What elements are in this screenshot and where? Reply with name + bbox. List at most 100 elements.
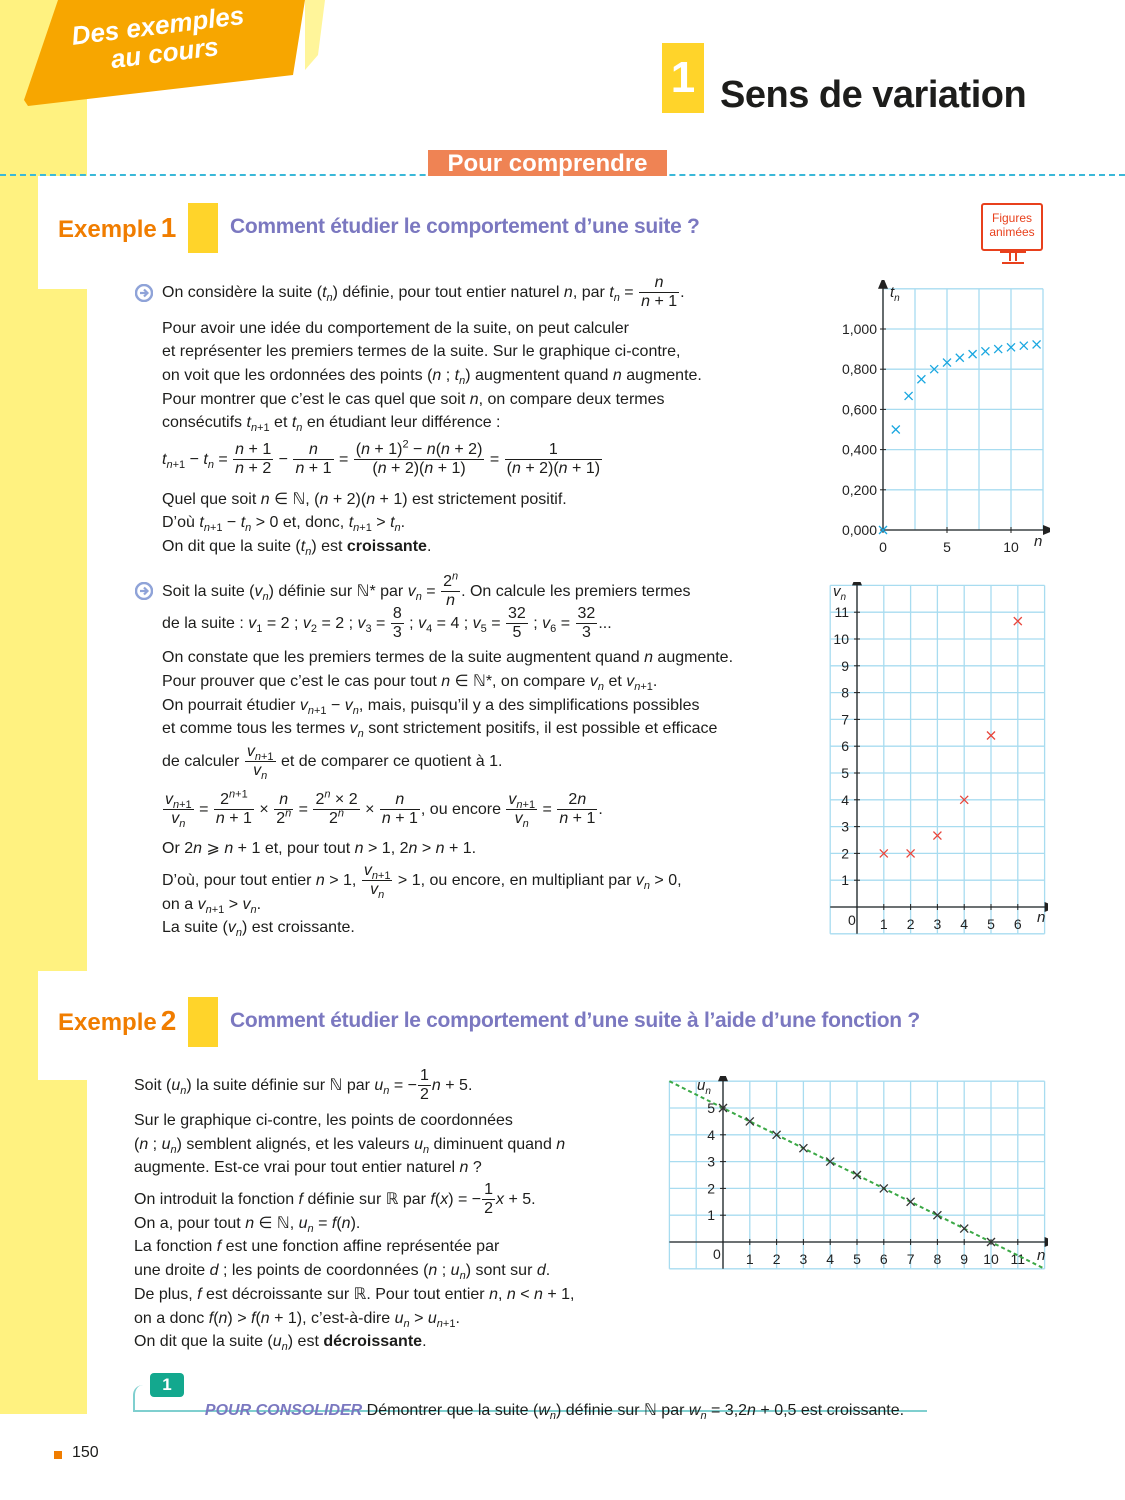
text-line: D’où tn+1 − tn > 0 et, donc, tn+1 > tn. xyxy=(162,514,406,535)
section-number: 1 xyxy=(662,43,704,113)
monitor-icon xyxy=(1000,251,1026,264)
data-point xyxy=(968,349,978,359)
data-point xyxy=(959,1224,969,1234)
data-point-stroke xyxy=(718,1103,728,1113)
x-tick-label: 10 xyxy=(1003,539,1019,555)
y-tick-label: 2 xyxy=(707,1180,715,1196)
example-marker xyxy=(188,997,218,1047)
data-point xyxy=(879,1183,889,1193)
data-point xyxy=(1019,341,1029,351)
exercise-number-badge[interactable]: 1 xyxy=(150,1373,184,1397)
banner-shape xyxy=(24,0,325,106)
text-line: Sur le graphique ci-contre, les points d… xyxy=(134,1112,513,1129)
data-point xyxy=(929,364,939,374)
figures-animees-button[interactable]: Figures animées xyxy=(981,203,1043,251)
margin-notch xyxy=(38,971,88,1080)
page-number: 150 xyxy=(72,1444,99,1461)
data-point-stroke xyxy=(955,353,965,363)
x-axis-label: n xyxy=(1037,1247,1045,1264)
y-tick-label: 0,000 xyxy=(842,522,877,538)
text-line: et comme tous les termes vn sont stricte… xyxy=(162,720,718,741)
data-point xyxy=(825,1157,835,1167)
y-tick-label: 1 xyxy=(707,1207,715,1223)
x-tick-label: 11 xyxy=(1011,1251,1026,1267)
figures-label: Figures xyxy=(991,211,1032,225)
consolider-frame xyxy=(133,1385,927,1412)
x-axis-arrow-icon xyxy=(1044,1237,1048,1247)
data-point xyxy=(745,1116,755,1126)
data-point-stroke xyxy=(906,1197,916,1207)
y-axis-arrow-icon xyxy=(718,1076,728,1082)
origin-label: 0 xyxy=(713,1246,721,1262)
margin-notch xyxy=(38,176,88,289)
x-tick-label: 2 xyxy=(773,1251,781,1267)
consolider-text: Démontrer que la suite (wn) définie sur … xyxy=(362,1402,905,1423)
x-tick-label: 7 xyxy=(907,1251,915,1267)
example-1-title: Comment étudier le comportement d’une su… xyxy=(230,215,700,238)
data-point xyxy=(852,1170,862,1180)
y-axis-arrow-icon xyxy=(852,582,862,586)
y-tick-label: 0,200 xyxy=(842,482,877,498)
y-tick-label: 8 xyxy=(841,685,849,701)
y-tick-label: 1,000 xyxy=(842,321,877,337)
data-point-stroke xyxy=(986,731,996,740)
data-point-stroke xyxy=(932,1210,942,1220)
x-tick-label: 1 xyxy=(746,1251,754,1267)
x-axis-label: n xyxy=(1037,909,1045,926)
data-point-stroke xyxy=(772,1130,782,1140)
data-point xyxy=(916,374,926,384)
y-tick-label: 10 xyxy=(833,631,849,647)
y-axis-label-subscript: n xyxy=(705,1086,711,1097)
x-axis-label: n xyxy=(1034,533,1042,550)
text-line: Soit (un) la suite définie sur ℕ par un … xyxy=(134,1067,473,1104)
data-point xyxy=(980,346,990,356)
y-tick-label: 5 xyxy=(841,765,849,781)
text-line: On a, pour tout n ∈ ℕ, un = f(n). xyxy=(134,1215,361,1236)
text-line: on voit que les ordonnées des points (n … xyxy=(162,367,702,388)
x-tick-label: 9 xyxy=(960,1251,968,1267)
data-point xyxy=(798,1143,808,1153)
origin-label: 0 xyxy=(848,912,856,928)
animees-label: animées xyxy=(989,225,1035,239)
consolider-exercise: POUR CONSOLIDER Démontrer que la suite (… xyxy=(196,1375,904,1422)
data-point-stroke xyxy=(879,1183,889,1193)
text-line: D’où, pour tout entier n > 1, vn+1 vn > 1… xyxy=(162,862,682,902)
text-line: La fonction f est une fonction affine re… xyxy=(134,1238,500,1255)
section-title: Sens de variation xyxy=(720,74,1027,116)
data-point xyxy=(932,831,942,840)
arrow-bullet-icon xyxy=(135,582,153,600)
text-line: De plus, f est décroissante sur ℝ. Pour … xyxy=(134,1286,575,1303)
data-point-stroke xyxy=(798,1143,808,1153)
x-axis-arrow-icon xyxy=(1044,902,1048,912)
y-axis-label: un xyxy=(697,1077,711,1097)
example-2-title: Comment étudier le comportement d’une su… xyxy=(230,1009,920,1032)
data-point-stroke xyxy=(942,358,952,368)
y-axis-arrow-icon xyxy=(878,280,888,289)
y-tick-label: 0,800 xyxy=(842,361,877,377)
data-point-stroke xyxy=(993,344,1003,354)
data-point-stroke xyxy=(929,364,939,374)
y-axis-label-subscript: n xyxy=(841,592,847,603)
x-tick-label: 6 xyxy=(880,1251,888,1267)
example-marker xyxy=(188,203,218,253)
data-point-stroke xyxy=(891,425,901,434)
data-point-stroke xyxy=(1006,342,1016,352)
example-number: 1 xyxy=(160,212,177,243)
data-point-stroke xyxy=(878,525,888,535)
text-line: Pour montrer que c’est le cas quel que s… xyxy=(162,391,665,408)
example-1-label: Exemple 1 xyxy=(58,212,176,244)
data-point-stroke xyxy=(959,795,969,805)
data-point xyxy=(986,1237,996,1247)
x-tick-label: 5 xyxy=(943,539,951,555)
y-tick-label: 0,600 xyxy=(842,401,877,417)
consolider-keyword: POUR CONSOLIDER xyxy=(204,1402,363,1419)
x-tick-label: 3 xyxy=(934,916,942,932)
x-tick-label: 5 xyxy=(853,1251,861,1267)
data-point xyxy=(1006,342,1016,352)
conclusion-line: On dit que la suite (tn) est croissante. xyxy=(162,538,432,559)
conclusion-line: On dit que la suite (un) est décroissant… xyxy=(134,1333,427,1354)
x-tick-label: 0 xyxy=(879,539,887,555)
